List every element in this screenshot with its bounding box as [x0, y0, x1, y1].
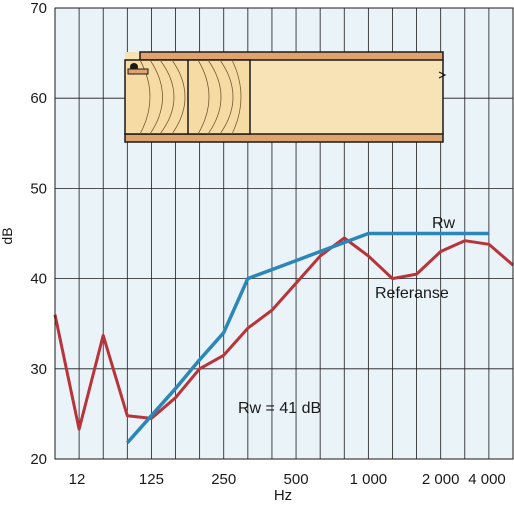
x-tick-label: 250	[211, 471, 236, 488]
x-tick-label: 2 000	[422, 471, 460, 488]
plot-frame	[54, 7, 514, 460]
y-tick-label: 20	[30, 451, 47, 468]
referanse-series-label: Referanse	[375, 285, 449, 302]
x-axis: 12 125 250 500 1 000 2 000 4 000	[69, 471, 506, 488]
rw-series-label: Rw	[432, 215, 456, 232]
x-tick-label: 125	[139, 471, 164, 488]
y-tick-label: 60	[30, 90, 47, 107]
x-tick-label: 12	[69, 471, 86, 488]
x-tick-label: 500	[284, 471, 309, 488]
wall-section-illustration	[124, 51, 447, 143]
y-tick-label: 40	[30, 271, 47, 288]
series-line-referanse	[53, 236, 514, 431]
rw-value-annotation: Rw = 41 dB	[238, 400, 321, 417]
y-tick-label: 30	[30, 361, 47, 378]
series-line-rw	[125, 231, 489, 444]
y-axis-label: dB	[0, 227, 15, 244]
y-tick-label: 70	[30, 0, 47, 17]
y-tick-label: 50	[30, 180, 47, 197]
x-axis-label: Hz	[274, 487, 292, 504]
x-tick-label: 4 000	[468, 471, 506, 488]
y-axis: 20 30 40 50 60 70	[30, 0, 47, 468]
series-layer	[53, 231, 514, 444]
x-tick-label: 1 000	[350, 471, 388, 488]
